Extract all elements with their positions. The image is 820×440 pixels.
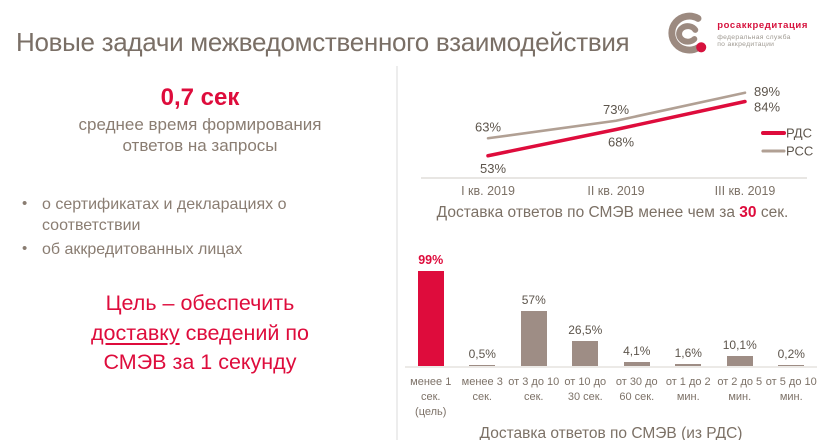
data-label-РСС: 63%: [475, 119, 501, 134]
bar: [623, 362, 650, 366]
bar-column: 99%: [405, 245, 457, 366]
bar-chart: 99% 0,5% 57% 26,5% 4,1% 1,6% 10,1% 0,2% менее 1…: [405, 245, 817, 440]
bar-chart-caption: Доставка ответов по СМЭВ (из РДС): [479, 424, 743, 440]
bar-column: 57%: [508, 245, 560, 366]
rosaccreditation-logo: росаккредитация федеральная служба по ак…: [664, 12, 808, 56]
bar-category-label: менее 1 сек. (цель): [410, 376, 452, 418]
rosaccreditation-emblem-icon: [668, 12, 707, 54]
bar-category-label: от 5 до 10 мин.: [765, 376, 817, 403]
stat-caption: среднее время формирования ответов на за…: [0, 115, 400, 156]
logo-subtitle-line1: федеральная служба: [717, 33, 791, 41]
bar-column: 0,5%: [457, 245, 509, 366]
bullet-item: об аккредитованных лицах: [20, 239, 350, 260]
bar: [520, 311, 547, 366]
bar-column: 26,5%: [560, 245, 612, 366]
caption-suffix: сек.: [760, 204, 789, 221]
bar-category-label: от 1 до 2 мин.: [665, 376, 711, 403]
response-time-stat: 0,7 сек среднее время формирования ответ…: [0, 84, 400, 156]
bar-column: 4,1%: [611, 245, 663, 366]
goal-line3: СМЭВ за 1 секунду: [103, 350, 297, 375]
logo-text: росаккредитация федеральная служба по ак…: [717, 19, 808, 50]
data-label-РСС: 89%: [754, 84, 780, 99]
logo-name: росаккредитация: [717, 19, 808, 31]
bar: [778, 364, 805, 366]
vertical-divider: [396, 66, 398, 440]
bar-category-label: от 3 до 10 сек.: [508, 376, 560, 403]
line-chart: 53% 68% 84% 63% 73% 89% РДС РСС I кв. 2019 II кв…: [405, 72, 820, 232]
page-title: Новые задачи межведомственного взаимодей…: [16, 27, 630, 57]
goal-underlined-word: доставку: [91, 320, 180, 345]
bar-value-label: 99%: [418, 252, 444, 267]
bars-row: 99% 0,5% 57% 26,5% 4,1% 1,6% 10,1% 0,2%: [405, 245, 817, 368]
bar-column: 1,6%: [663, 245, 715, 366]
data-label-РДС: 68%: [608, 135, 634, 150]
data-label-РСС: 73%: [603, 102, 629, 117]
caption-highlight: 30: [739, 204, 757, 221]
legend-label-РДС: РДС: [786, 126, 812, 141]
bar-value-label: 4,1%: [623, 344, 651, 359]
line-chart-caption: Доставка ответов по СМЭВ менее чем за 30…: [405, 204, 820, 222]
bar-category-label: менее 3 сек.: [461, 376, 503, 403]
bullet-list: о сертификатах и декларациях о соответст…: [20, 194, 350, 263]
bar-value-label: 10,1%: [722, 338, 757, 353]
goal-line2-rest: сведений по: [179, 320, 309, 345]
x-axis-ticks: I кв. 2019 II кв. 2019 III кв. 2019: [405, 184, 820, 200]
data-label-РДС: 84%: [754, 100, 780, 115]
bar-category-label: от 2 до 5 мин.: [717, 376, 763, 403]
bullet-item: о сертификатах и декларациях о соответст…: [20, 194, 350, 236]
data-label-РДС: 53%: [480, 161, 506, 176]
bar: [469, 364, 496, 366]
logo-red-dot: [696, 42, 707, 53]
x-tick-label: II кв. 2019: [587, 184, 645, 198]
bar-value-label: 26,5%: [568, 322, 603, 337]
bar-categories-row: менее 1 сек. (цель) менее 3 сек. от 3 до 10 се…: [405, 375, 817, 420]
bar-value-label: 0,5%: [468, 346, 496, 361]
bar-column: 0,2%: [766, 245, 818, 366]
bar: [417, 270, 444, 366]
bar: [572, 340, 599, 366]
x-tick-label: I кв. 2019: [461, 184, 515, 198]
stat-caption-line1: среднее время формирования: [78, 115, 322, 134]
bar: [726, 356, 753, 366]
legend-label-РСС: РСС: [786, 144, 813, 159]
line-chart-canvas: 53% 68% 84% 63% 73% 89% РДС РСС: [421, 84, 813, 179]
bar-category-label: от 10 до 30 сек.: [564, 376, 607, 403]
goal-statement: Цель – обеспечить доставку сведений по С…: [0, 289, 400, 378]
bar-value-label: 0,2%: [777, 346, 805, 361]
bar-category-label: от 30 до 60 сек.: [615, 376, 658, 403]
stat-caption-line2: ответов на запросы: [122, 135, 278, 155]
series-line-РСС: [486, 91, 747, 140]
stat-value: 0,7 сек: [160, 84, 240, 111]
bar-column: 10,1%: [714, 245, 766, 366]
series-line-РДС: [486, 99, 747, 158]
bar: [675, 364, 702, 366]
bar-value-label: 1,6%: [674, 346, 702, 361]
goal-line1: Цель – обеспечить: [105, 291, 295, 315]
bar-value-label: 57%: [521, 293, 546, 308]
caption-prefix: Доставка ответов по СМЭВ менее чем за: [436, 204, 735, 221]
logo-subtitle-line2: по аккредитации: [717, 41, 775, 49]
x-tick-label: III кв. 2019: [714, 184, 776, 198]
